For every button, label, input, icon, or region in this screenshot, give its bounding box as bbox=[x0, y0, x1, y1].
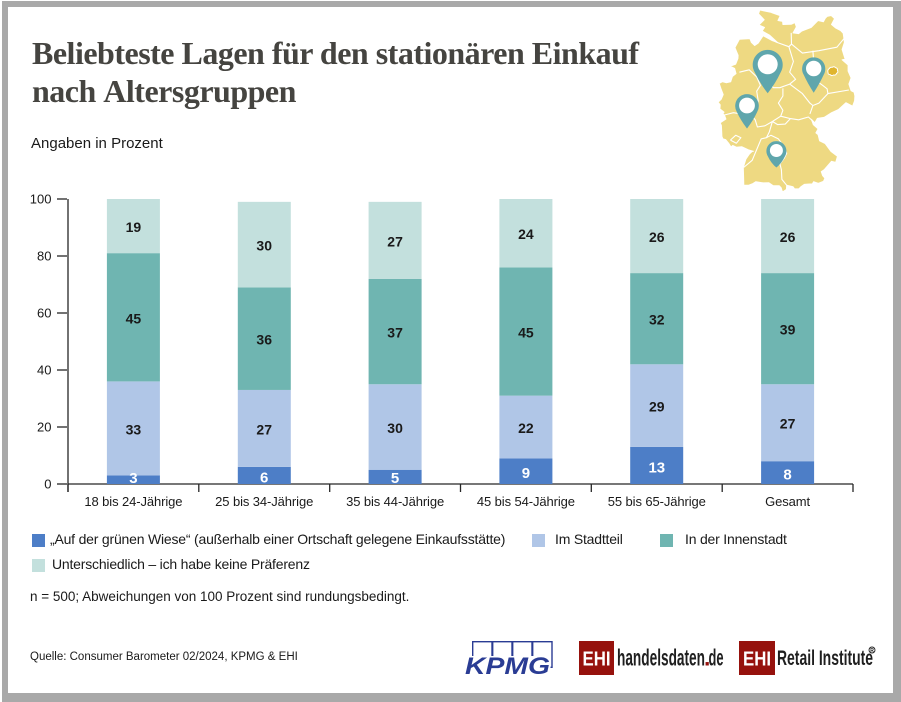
svg-text:0: 0 bbox=[44, 477, 51, 492]
svg-text:de: de bbox=[709, 645, 724, 671]
svg-text:Retail Institute: Retail Institute bbox=[777, 647, 873, 670]
svg-text:25 bis 34-Jährige: 25 bis 34-Jährige bbox=[215, 494, 313, 509]
svg-text:EHI: EHI bbox=[583, 649, 611, 671]
svg-text:handelsdaten: handelsdaten bbox=[617, 645, 705, 671]
svg-text:100: 100 bbox=[30, 192, 52, 207]
svg-text:6: 6 bbox=[260, 469, 268, 486]
svg-text:R: R bbox=[870, 648, 874, 654]
svg-text:EHI: EHI bbox=[743, 649, 771, 671]
svg-text:KPMG: KPMG bbox=[465, 653, 550, 680]
svg-text:40: 40 bbox=[37, 363, 51, 378]
svg-text:30: 30 bbox=[256, 238, 272, 254]
svg-text:.: . bbox=[704, 645, 710, 671]
svg-text:36: 36 bbox=[256, 332, 272, 348]
svg-text:45 bis 54-Jährige: 45 bis 54-Jährige bbox=[477, 494, 575, 509]
svg-text:39: 39 bbox=[780, 322, 796, 338]
svg-text:9: 9 bbox=[522, 465, 530, 482]
svg-text:5: 5 bbox=[391, 470, 399, 487]
svg-text:26: 26 bbox=[780, 229, 796, 245]
svg-text:8: 8 bbox=[783, 467, 791, 484]
svg-text:18 bis 24-Jährige: 18 bis 24-Jährige bbox=[84, 494, 182, 509]
svg-text:37: 37 bbox=[387, 325, 403, 341]
svg-text:80: 80 bbox=[37, 249, 51, 264]
svg-text:22: 22 bbox=[518, 420, 534, 436]
svg-text:33: 33 bbox=[126, 421, 142, 437]
svg-text:29: 29 bbox=[649, 399, 665, 415]
svg-text:3: 3 bbox=[129, 470, 137, 487]
svg-text:55 bis 65-Jährige: 55 bis 65-Jährige bbox=[608, 494, 706, 509]
svg-text:27: 27 bbox=[780, 416, 796, 432]
svg-text:Gesamt: Gesamt bbox=[765, 494, 810, 509]
svg-text:13: 13 bbox=[648, 460, 665, 477]
svg-text:27: 27 bbox=[256, 421, 272, 437]
svg-text:24: 24 bbox=[518, 226, 534, 242]
svg-text:45: 45 bbox=[518, 325, 534, 341]
svg-text:32: 32 bbox=[649, 312, 665, 328]
svg-text:26: 26 bbox=[649, 229, 665, 245]
svg-text:27: 27 bbox=[387, 233, 403, 249]
svg-text:60: 60 bbox=[37, 306, 51, 321]
svg-text:35 bis 44-Jährige: 35 bis 44-Jährige bbox=[346, 494, 444, 509]
svg-text:45: 45 bbox=[126, 310, 142, 326]
svg-text:30: 30 bbox=[387, 420, 403, 436]
svg-text:19: 19 bbox=[126, 219, 142, 235]
svg-text:20: 20 bbox=[37, 420, 51, 435]
